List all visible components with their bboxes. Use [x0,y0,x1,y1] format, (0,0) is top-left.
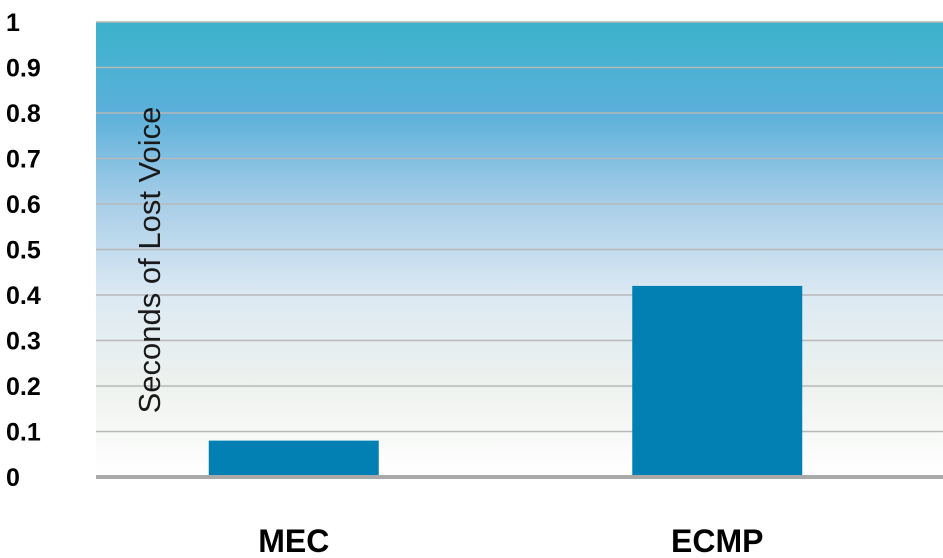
y-tick-label: 0.1 [6,419,41,447]
x-axis-categories: MEC ECMP [258,523,763,558]
y-tick-label: 0 [6,464,20,492]
y-axis-ticks: 0 0.1 0.2 0.3 0.4 0.5 0.6 0.7 0.8 0.9 1 [6,9,41,492]
y-tick-label: 0.2 [6,373,41,401]
y-tick-label: 0.5 [6,237,41,265]
y-tick-label: 0.4 [6,282,41,310]
y-tick-label: 0.6 [6,191,41,219]
bar-ecmp [632,285,803,477]
x-category-label: ECMP [671,523,763,558]
y-axis-title: Seconds of Lost Voice [132,107,167,414]
bar-mec [208,440,379,477]
y-tick-label: 0.9 [6,55,41,83]
bars [208,285,803,477]
y-tick-label: 0.3 [6,328,41,356]
gridlines [96,21,943,433]
y-tick-label: 0.8 [6,100,41,128]
y-tick-label: 1 [6,9,20,37]
x-category-label: MEC [258,523,329,558]
y-tick-label: 0.7 [6,146,41,174]
